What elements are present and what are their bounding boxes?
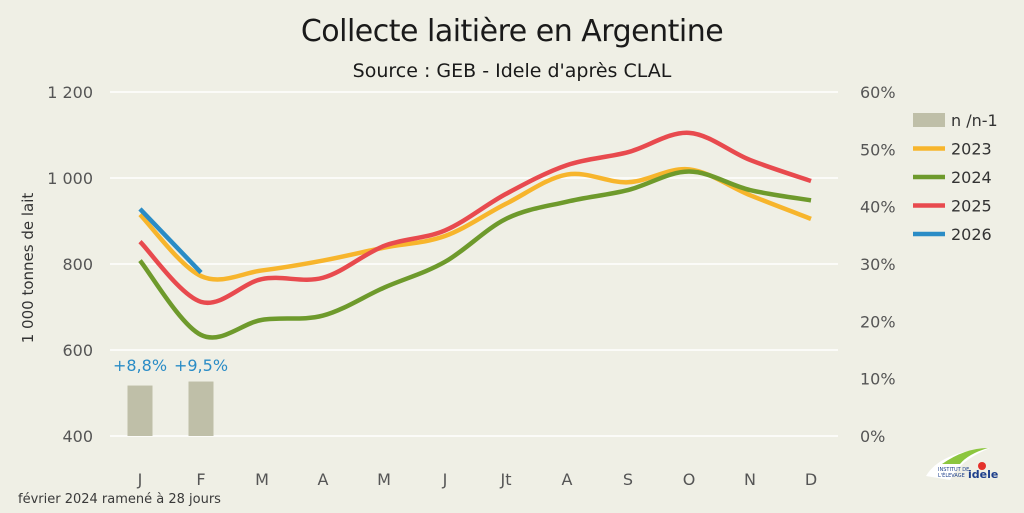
y-tick-label: 800 (62, 255, 93, 274)
idele-logo: INSTITUT DE L'ÉLEVAGE idele (926, 448, 998, 481)
x-tick-label: O (683, 470, 696, 489)
y2-tick-label: 30% (860, 255, 896, 274)
footnote: février 2024 ramené à 28 jours (18, 492, 221, 507)
x-tick-label: N (744, 470, 756, 489)
x-tick-label: M (377, 470, 391, 489)
legend-swatch-bars (913, 113, 945, 127)
y-tick-label: 1 200 (47, 83, 93, 102)
x-tick-label: J (442, 470, 448, 489)
logo-swoosh-green (942, 448, 988, 464)
gridlines (110, 91, 838, 437)
x-tick-label: M (255, 470, 269, 489)
logo-text-2: L'ÉLEVAGE (938, 471, 965, 479)
y2-tick-label: 10% (860, 370, 896, 389)
bar (127, 385, 153, 436)
series-line-2026 (138, 207, 203, 275)
logo-text-3: idele (968, 468, 998, 481)
x-tick-label: F (196, 470, 205, 489)
y-tick-label: 400 (62, 427, 93, 446)
legend-label-2023: 2023 (951, 140, 992, 159)
y-axis-label: 1 000 tonnes de lait (19, 193, 37, 344)
legend-label-2026: 2026 (951, 225, 992, 244)
y2-tick-label: 60% (860, 83, 896, 102)
x-tick-label: D (805, 470, 817, 489)
y2-tick-label: 40% (860, 198, 896, 217)
bar (188, 381, 214, 436)
bar-data-label: +8,8% (113, 356, 167, 375)
y-tick-label: 600 (62, 341, 93, 360)
y2-axis-ticks: 60% 50% 40% 30% 20% 10% 0% (860, 83, 896, 446)
bar-series: +8,8% +9,5% (113, 356, 228, 436)
legend-label-2024: 2024 (951, 168, 992, 187)
x-tick-label: S (623, 470, 633, 489)
legend-label-2025: 2025 (951, 197, 992, 216)
x-tick-label: A (318, 470, 329, 489)
logo-text-1: INSTITUT DE (938, 467, 969, 473)
legend: n /n-1 2023 2024 2025 2026 (913, 111, 998, 244)
bar-data-label: +9,5% (174, 356, 228, 375)
x-tick-label: J (137, 470, 143, 489)
logo-dot (978, 462, 986, 470)
x-tick-label: Jt (500, 470, 512, 489)
chart-subtitle: Source : GEB - Idele d'après CLAL (352, 60, 672, 82)
y-tick-label: 1 000 (47, 169, 93, 188)
chart-title: Collecte laitière en Argentine (300, 14, 724, 49)
series-line-2024 (138, 169, 812, 340)
series-line-2023 (138, 166, 812, 282)
y2-tick-label: 50% (860, 140, 896, 159)
x-tick-label: A (562, 470, 573, 489)
line-series (138, 130, 812, 340)
legend-label-bars: n /n-1 (951, 111, 998, 130)
y-axis-ticks: 1 200 1 000 800 600 400 (47, 83, 93, 446)
y2-tick-label: 20% (860, 312, 896, 331)
x-axis-ticks: J F M A M J Jt A S O N D (137, 470, 818, 489)
series-line-2025 (138, 130, 812, 306)
y2-tick-label: 0% (860, 427, 885, 446)
